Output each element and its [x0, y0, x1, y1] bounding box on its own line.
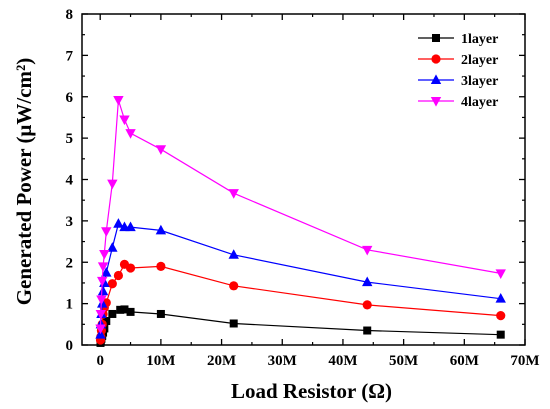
data-point [113, 270, 124, 281]
data-point [107, 242, 118, 252]
series-4layer [95, 96, 506, 335]
data-point [495, 269, 506, 280]
data-point [126, 307, 135, 316]
legend-marker [432, 34, 440, 42]
legend-label: 1layer [461, 32, 498, 47]
data-point [228, 189, 239, 199]
legend-item: 1layer [418, 32, 498, 47]
x-tick-label: 50M [389, 353, 418, 369]
data-point [108, 309, 117, 318]
x-tick-label: 10M [146, 353, 175, 369]
x-tick-label: 20M [207, 353, 236, 369]
data-point [119, 115, 130, 126]
y-tick-label: 6 [66, 90, 74, 106]
series-2layer [95, 259, 506, 345]
data-point [495, 293, 506, 303]
legend: 1layer 2layer 3layer 4layer [418, 32, 498, 110]
legend-item: 4layer [418, 95, 498, 110]
legend-item: 2layer [418, 53, 498, 68]
legend-marker [431, 54, 441, 64]
y-tick-label: 2 [66, 255, 74, 271]
data-point [362, 276, 373, 287]
series-line [99, 263, 501, 341]
y-tick-label: 7 [66, 48, 74, 64]
y-tick-label: 1 [66, 297, 74, 313]
data-point [496, 311, 506, 321]
x-axis-label: Load Resistor (Ω) [231, 379, 392, 403]
x-tick-label: 40M [328, 353, 357, 369]
data-point [155, 145, 167, 155]
data-point [229, 281, 239, 291]
y-axis-label: Generated Power (μW/cm²) [12, 58, 36, 306]
legend-item: 3layer [418, 74, 498, 89]
x-tick-label: 30M [268, 353, 297, 369]
y-tick-label: 4 [66, 173, 74, 189]
data-point [156, 261, 166, 271]
data-point [156, 309, 165, 318]
y-tick-label: 8 [66, 7, 74, 23]
legend-label: 3layer [461, 74, 498, 89]
data-point [107, 279, 117, 289]
data-point [97, 285, 109, 296]
series-line [99, 222, 501, 335]
legend-marker [430, 97, 442, 107]
data-point [113, 218, 124, 228]
series-layer [95, 96, 506, 347]
axis-titles: Load Resistor (Ω) Generated Power (μW/cm… [12, 58, 392, 403]
data-point [363, 326, 372, 335]
y-tick-label: 5 [66, 131, 74, 147]
data-point [97, 262, 109, 272]
data-point [102, 317, 111, 326]
data-point [99, 249, 110, 260]
data-point [101, 266, 112, 277]
data-point [228, 249, 239, 259]
series-1layer [96, 305, 505, 347]
legend-label: 4layer [461, 95, 498, 110]
data-point [362, 245, 373, 256]
data-point [120, 305, 129, 314]
series-3layer [95, 218, 506, 339]
data-point [125, 129, 136, 139]
data-point [96, 295, 107, 306]
legend-marker [430, 74, 442, 84]
data-point [101, 227, 112, 237]
data-point [97, 276, 108, 287]
data-point [116, 305, 125, 314]
data-point [496, 330, 505, 339]
data-point [362, 300, 372, 310]
data-point [229, 319, 238, 328]
data-point [125, 221, 136, 232]
x-tick-label: 70M [510, 353, 539, 369]
x-tick-label: 60M [450, 353, 479, 369]
data-point [125, 263, 136, 273]
legend-label: 2layer [461, 53, 498, 68]
data-point [107, 179, 118, 190]
axis-ticks: 0 10M 20M 30M 40M 50M 60M 70M 0 1 2 3 4 5 6 7 8 [66, 7, 540, 369]
data-point [113, 96, 124, 106]
x-tick-label: 0 [96, 353, 104, 369]
data-point [95, 309, 107, 320]
series-line [99, 99, 501, 329]
y-tick-label: 3 [66, 214, 74, 230]
data-point [95, 324, 106, 335]
data-point [155, 224, 167, 235]
y-tick-label: 0 [66, 338, 74, 354]
